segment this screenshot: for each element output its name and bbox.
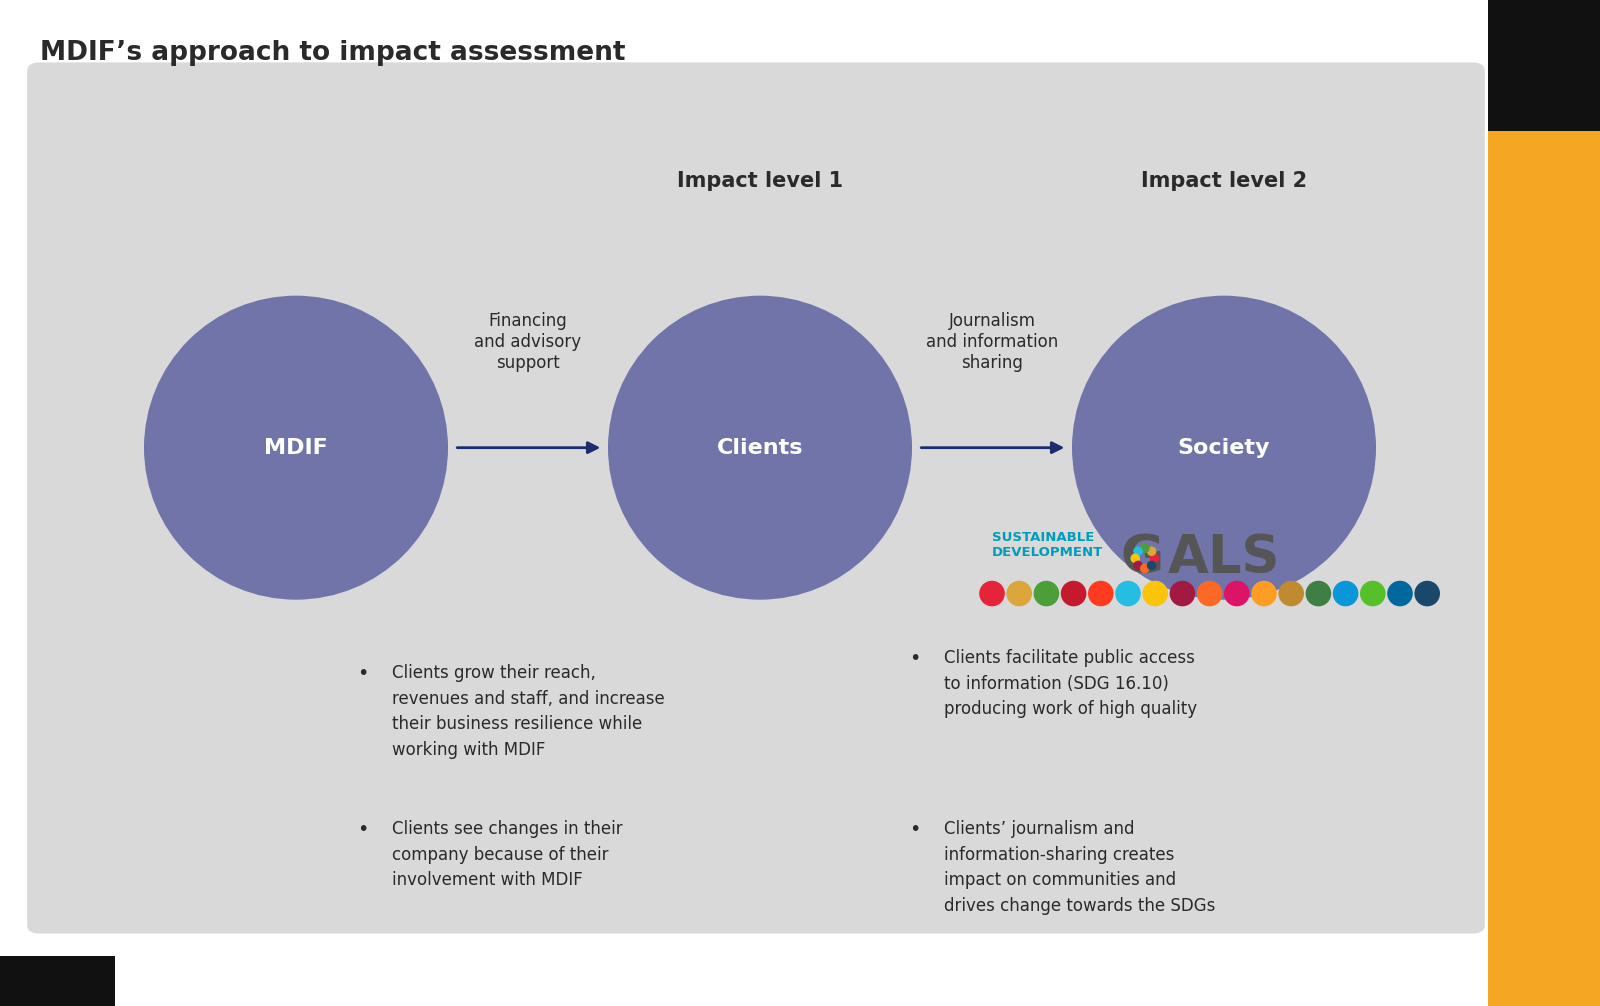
Text: Journalism
and information
sharing: Journalism and information sharing: [926, 312, 1058, 372]
Ellipse shape: [1130, 553, 1139, 563]
Ellipse shape: [1387, 580, 1413, 607]
Ellipse shape: [1115, 580, 1141, 607]
Bar: [1488, 0, 1600, 1006]
Ellipse shape: [1278, 580, 1304, 607]
Bar: [0, 956, 115, 1006]
Text: MDIF: MDIF: [264, 438, 328, 458]
Ellipse shape: [1133, 560, 1142, 570]
Text: •: •: [909, 820, 922, 839]
Ellipse shape: [1088, 580, 1114, 607]
Text: Financing
and advisory
support: Financing and advisory support: [475, 312, 581, 372]
Ellipse shape: [1061, 580, 1086, 607]
Ellipse shape: [1072, 296, 1376, 600]
Ellipse shape: [1224, 580, 1250, 607]
Ellipse shape: [979, 580, 1005, 607]
Ellipse shape: [1006, 580, 1032, 607]
Text: Clients facilitate public access
to information (SDG 16.10)
producing work of hi: Clients facilitate public access to info…: [944, 649, 1197, 718]
Text: G: G: [1120, 532, 1163, 584]
Ellipse shape: [1142, 580, 1168, 607]
Ellipse shape: [1197, 580, 1222, 607]
Text: Clients: Clients: [717, 438, 803, 458]
Text: Clients see changes in their
company because of their
involvement with MDIF: Clients see changes in their company bec…: [392, 820, 622, 889]
Ellipse shape: [1360, 580, 1386, 607]
Ellipse shape: [1414, 580, 1440, 607]
Text: Clients grow their reach,
revenues and staff, and increase
their business resili: Clients grow their reach, revenues and s…: [392, 664, 664, 760]
Text: Society: Society: [1178, 438, 1270, 458]
Ellipse shape: [1333, 580, 1358, 607]
Ellipse shape: [1150, 553, 1158, 563]
Ellipse shape: [1139, 543, 1149, 553]
Ellipse shape: [1133, 546, 1142, 556]
Text: Clients’ journalism and
information-sharing creates
impact on communities and
dr: Clients’ journalism and information-shar…: [944, 820, 1216, 915]
Ellipse shape: [1034, 580, 1059, 607]
Ellipse shape: [1170, 580, 1195, 607]
FancyBboxPatch shape: [27, 62, 1485, 934]
Text: •: •: [357, 664, 370, 683]
Text: SUSTAINABLE
DEVELOPMENT: SUSTAINABLE DEVELOPMENT: [992, 531, 1104, 559]
Ellipse shape: [1139, 563, 1149, 573]
Ellipse shape: [1147, 560, 1157, 570]
Text: MDIF’s approach to impact assessment: MDIF’s approach to impact assessment: [40, 40, 626, 66]
Ellipse shape: [144, 296, 448, 600]
Text: •: •: [357, 820, 370, 839]
Ellipse shape: [1306, 580, 1331, 607]
Ellipse shape: [1147, 546, 1157, 556]
Ellipse shape: [1251, 580, 1277, 607]
Text: ALS: ALS: [1168, 532, 1280, 584]
Text: Impact level 1: Impact level 1: [677, 171, 843, 191]
Text: •: •: [909, 649, 922, 668]
Ellipse shape: [608, 296, 912, 600]
Text: Impact level 2: Impact level 2: [1141, 171, 1307, 191]
Bar: [1488, 0, 1600, 131]
